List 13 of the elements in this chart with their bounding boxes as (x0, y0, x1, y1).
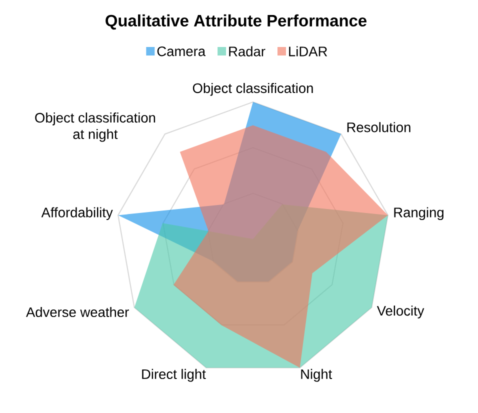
spoke-label: Velocity (376, 306, 424, 318)
spoke-label: Direct light (142, 368, 206, 382)
spoke-label: Affordability (41, 207, 113, 220)
spoke-label: Object classification at night (35, 112, 156, 142)
legend-label: Radar (229, 46, 266, 56)
legend-label: LiDAR (289, 46, 328, 56)
spoke-label: Adverse weather (26, 306, 129, 318)
spoke-label: Object classification (192, 82, 313, 96)
chart-title: Qualitative Attribute Performance (106, 14, 366, 30)
legend-label: Camera (157, 46, 206, 56)
spoke-label: Night (301, 368, 332, 382)
spoke-label: Ranging (394, 207, 444, 220)
spoke-label: Resolution (347, 122, 410, 132)
